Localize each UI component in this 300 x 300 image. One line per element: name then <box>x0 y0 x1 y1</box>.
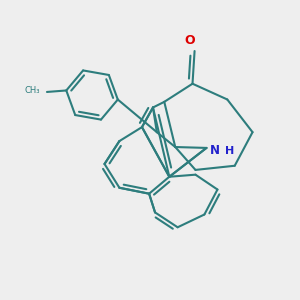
Text: CH₃: CH₃ <box>25 86 40 95</box>
Text: O: O <box>185 34 195 47</box>
Text: H: H <box>225 146 234 157</box>
Text: N: N <box>209 144 219 157</box>
